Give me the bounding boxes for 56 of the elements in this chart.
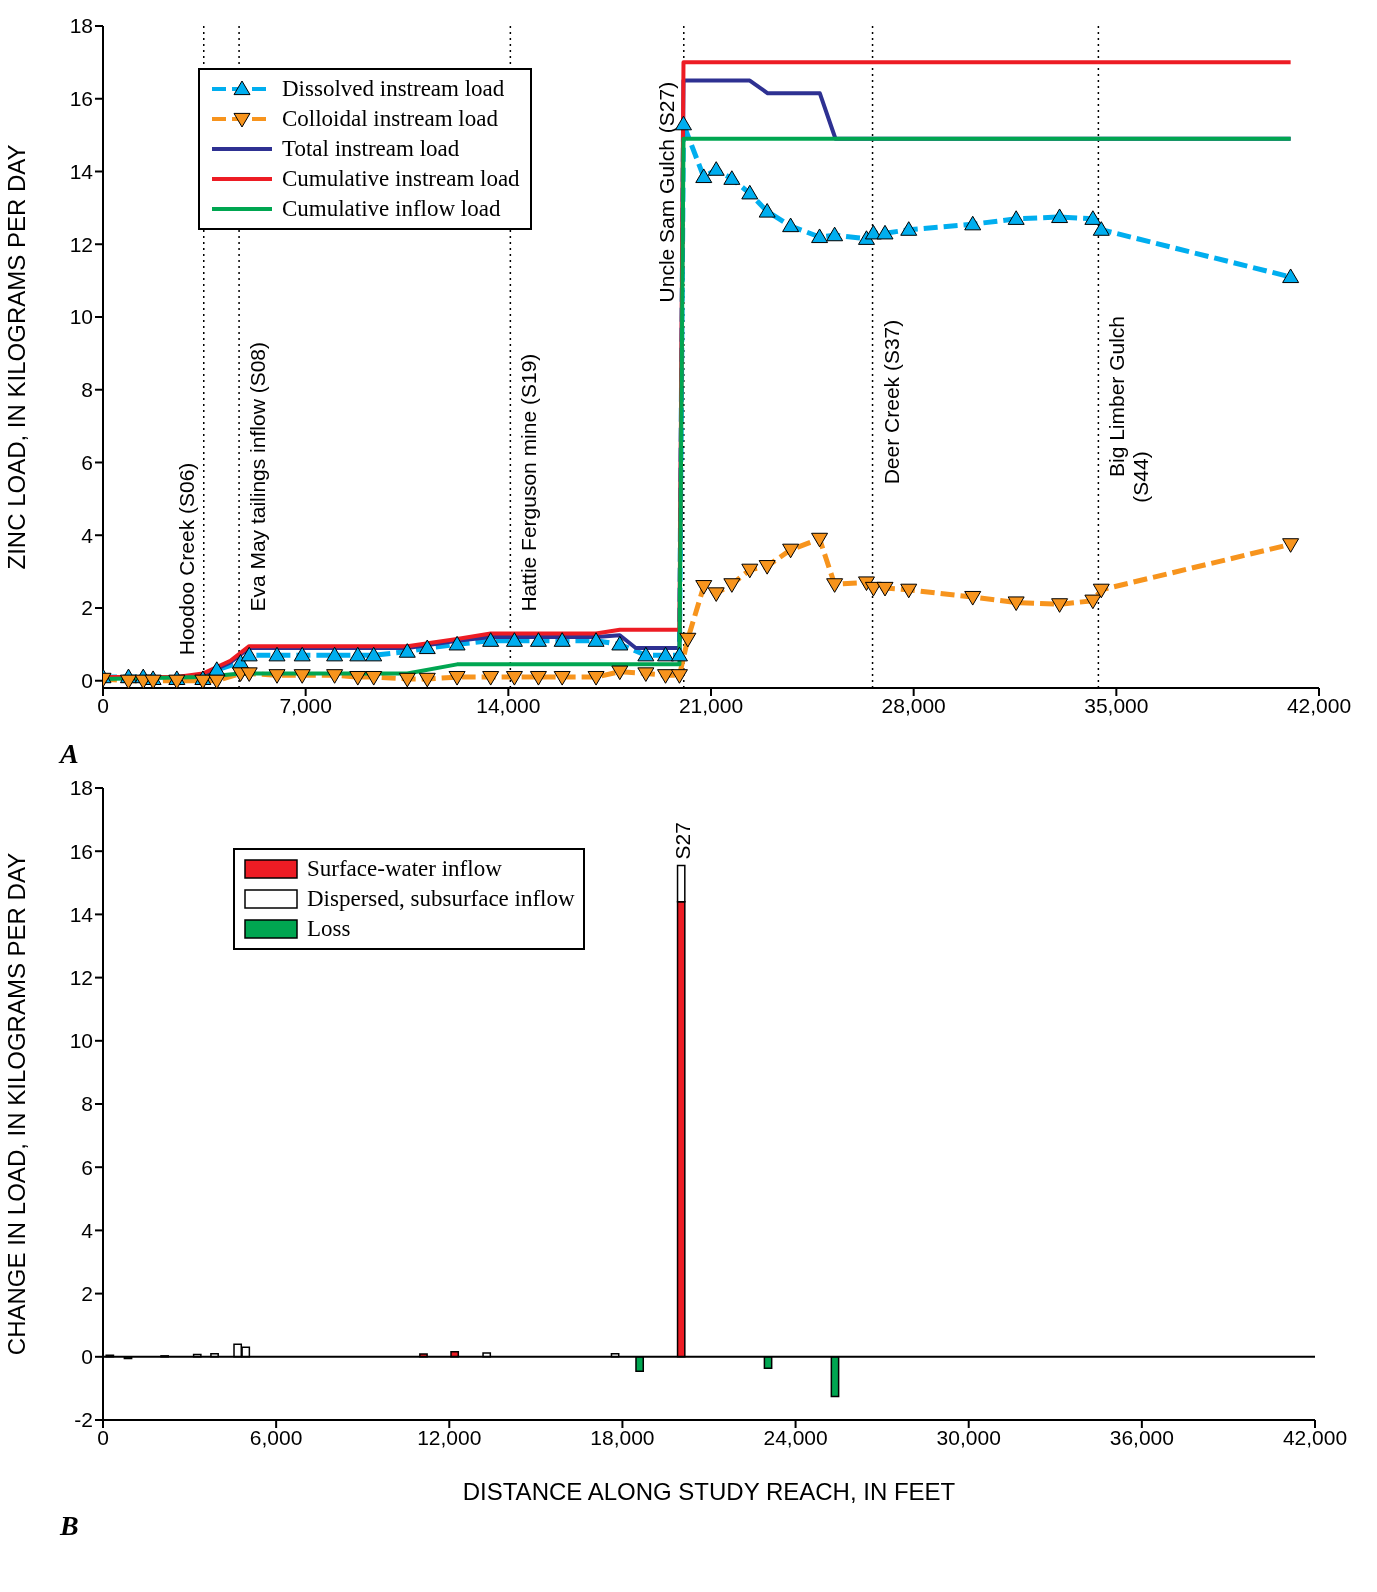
x-tick-label: 24,000: [763, 1425, 828, 1449]
y-tick-label: 18: [69, 14, 93, 38]
y-tick-label: 14: [69, 902, 94, 926]
y-tick-label: 16: [69, 87, 93, 111]
x-tick-label: 6,000: [249, 1425, 303, 1449]
y-tick-label: 2: [81, 1282, 93, 1306]
y-tick-label: 12: [69, 232, 93, 256]
y-tick-label: 4: [81, 523, 94, 547]
legend-label: Cumulative instream load: [282, 166, 520, 192]
legend-label: Total instream load: [282, 136, 460, 162]
y-tick-label: 6: [81, 1155, 93, 1179]
y-tick-label: 10: [69, 1029, 93, 1053]
x-tick-label: 42,000: [1286, 693, 1352, 717]
x-tick-label: 7,000: [279, 693, 332, 717]
x-tick-label: 28,000: [881, 693, 946, 717]
legend-label: Cumulative inflow load: [282, 196, 501, 222]
ref-line-label: Uncle Sam Gulch (S27): [654, 81, 678, 303]
x-tick-label: 30,000: [936, 1425, 1001, 1449]
y-tick-label: 18: [69, 776, 93, 800]
y-tick-label: -2: [74, 1408, 93, 1432]
y-tick-label: 16: [69, 839, 93, 863]
y-tick-label: 10: [69, 305, 93, 329]
x-axis-title: DISTANCE ALONG STUDY REACH, IN FEET: [462, 1478, 956, 1505]
y-tick-label: 0: [81, 669, 93, 693]
legend-label: Dispersed, subsurface inflow: [307, 886, 575, 912]
x-tick-label: 35,000: [1084, 693, 1149, 717]
x-tick-label: 36,000: [1109, 1425, 1174, 1449]
ref-line-label: Deer Creek (S37): [879, 319, 903, 485]
x-tick-label: 0: [97, 1425, 109, 1449]
y-tick-label: 0: [81, 1345, 93, 1369]
ref-line-label: Eva May tailings inflow (S08): [246, 342, 270, 612]
legend-label: Colloidal instream load: [282, 106, 498, 132]
y-tick-label: 2: [81, 596, 93, 620]
text: A: [60, 738, 79, 770]
x-tick-label: 0: [97, 693, 109, 717]
text: B: [60, 1510, 79, 1542]
x-tick-label: 42,000: [1282, 1425, 1348, 1449]
x-tick-label: 21,000: [678, 693, 744, 717]
y-tick-label: 6: [81, 450, 93, 474]
x-tick-label: 12,000: [417, 1425, 482, 1449]
y-tick-label: 8: [81, 1092, 93, 1116]
legend-label: Surface-water inflow: [307, 856, 502, 882]
y-tick-label: 4: [81, 1218, 94, 1242]
legend-label: Loss: [307, 916, 351, 942]
x-tick-label: 14,000: [476, 693, 541, 717]
y-axis-title: CHANGE IN LOAD, IN KILOGRAMS PER DAY: [2, 852, 30, 1356]
y-tick-label: 14: [69, 159, 94, 183]
y-tick-label: 12: [69, 966, 93, 990]
x-tick-label: 18,000: [590, 1425, 655, 1449]
y-tick-label: 8: [81, 378, 93, 402]
annotation: S27: [670, 822, 694, 860]
ref-line-label: Hattie Ferguson mine (S19): [517, 353, 541, 612]
ref-line-label: Big Limber Gulch (S44): [1105, 315, 1153, 503]
y-axis-title: ZINC LOAD, IN KILOGRAMS PER DAY: [2, 144, 30, 570]
ref-line-label: Hoodoo Creek (S06): [174, 462, 198, 656]
legend-label: Dissolved instream load: [282, 76, 505, 102]
